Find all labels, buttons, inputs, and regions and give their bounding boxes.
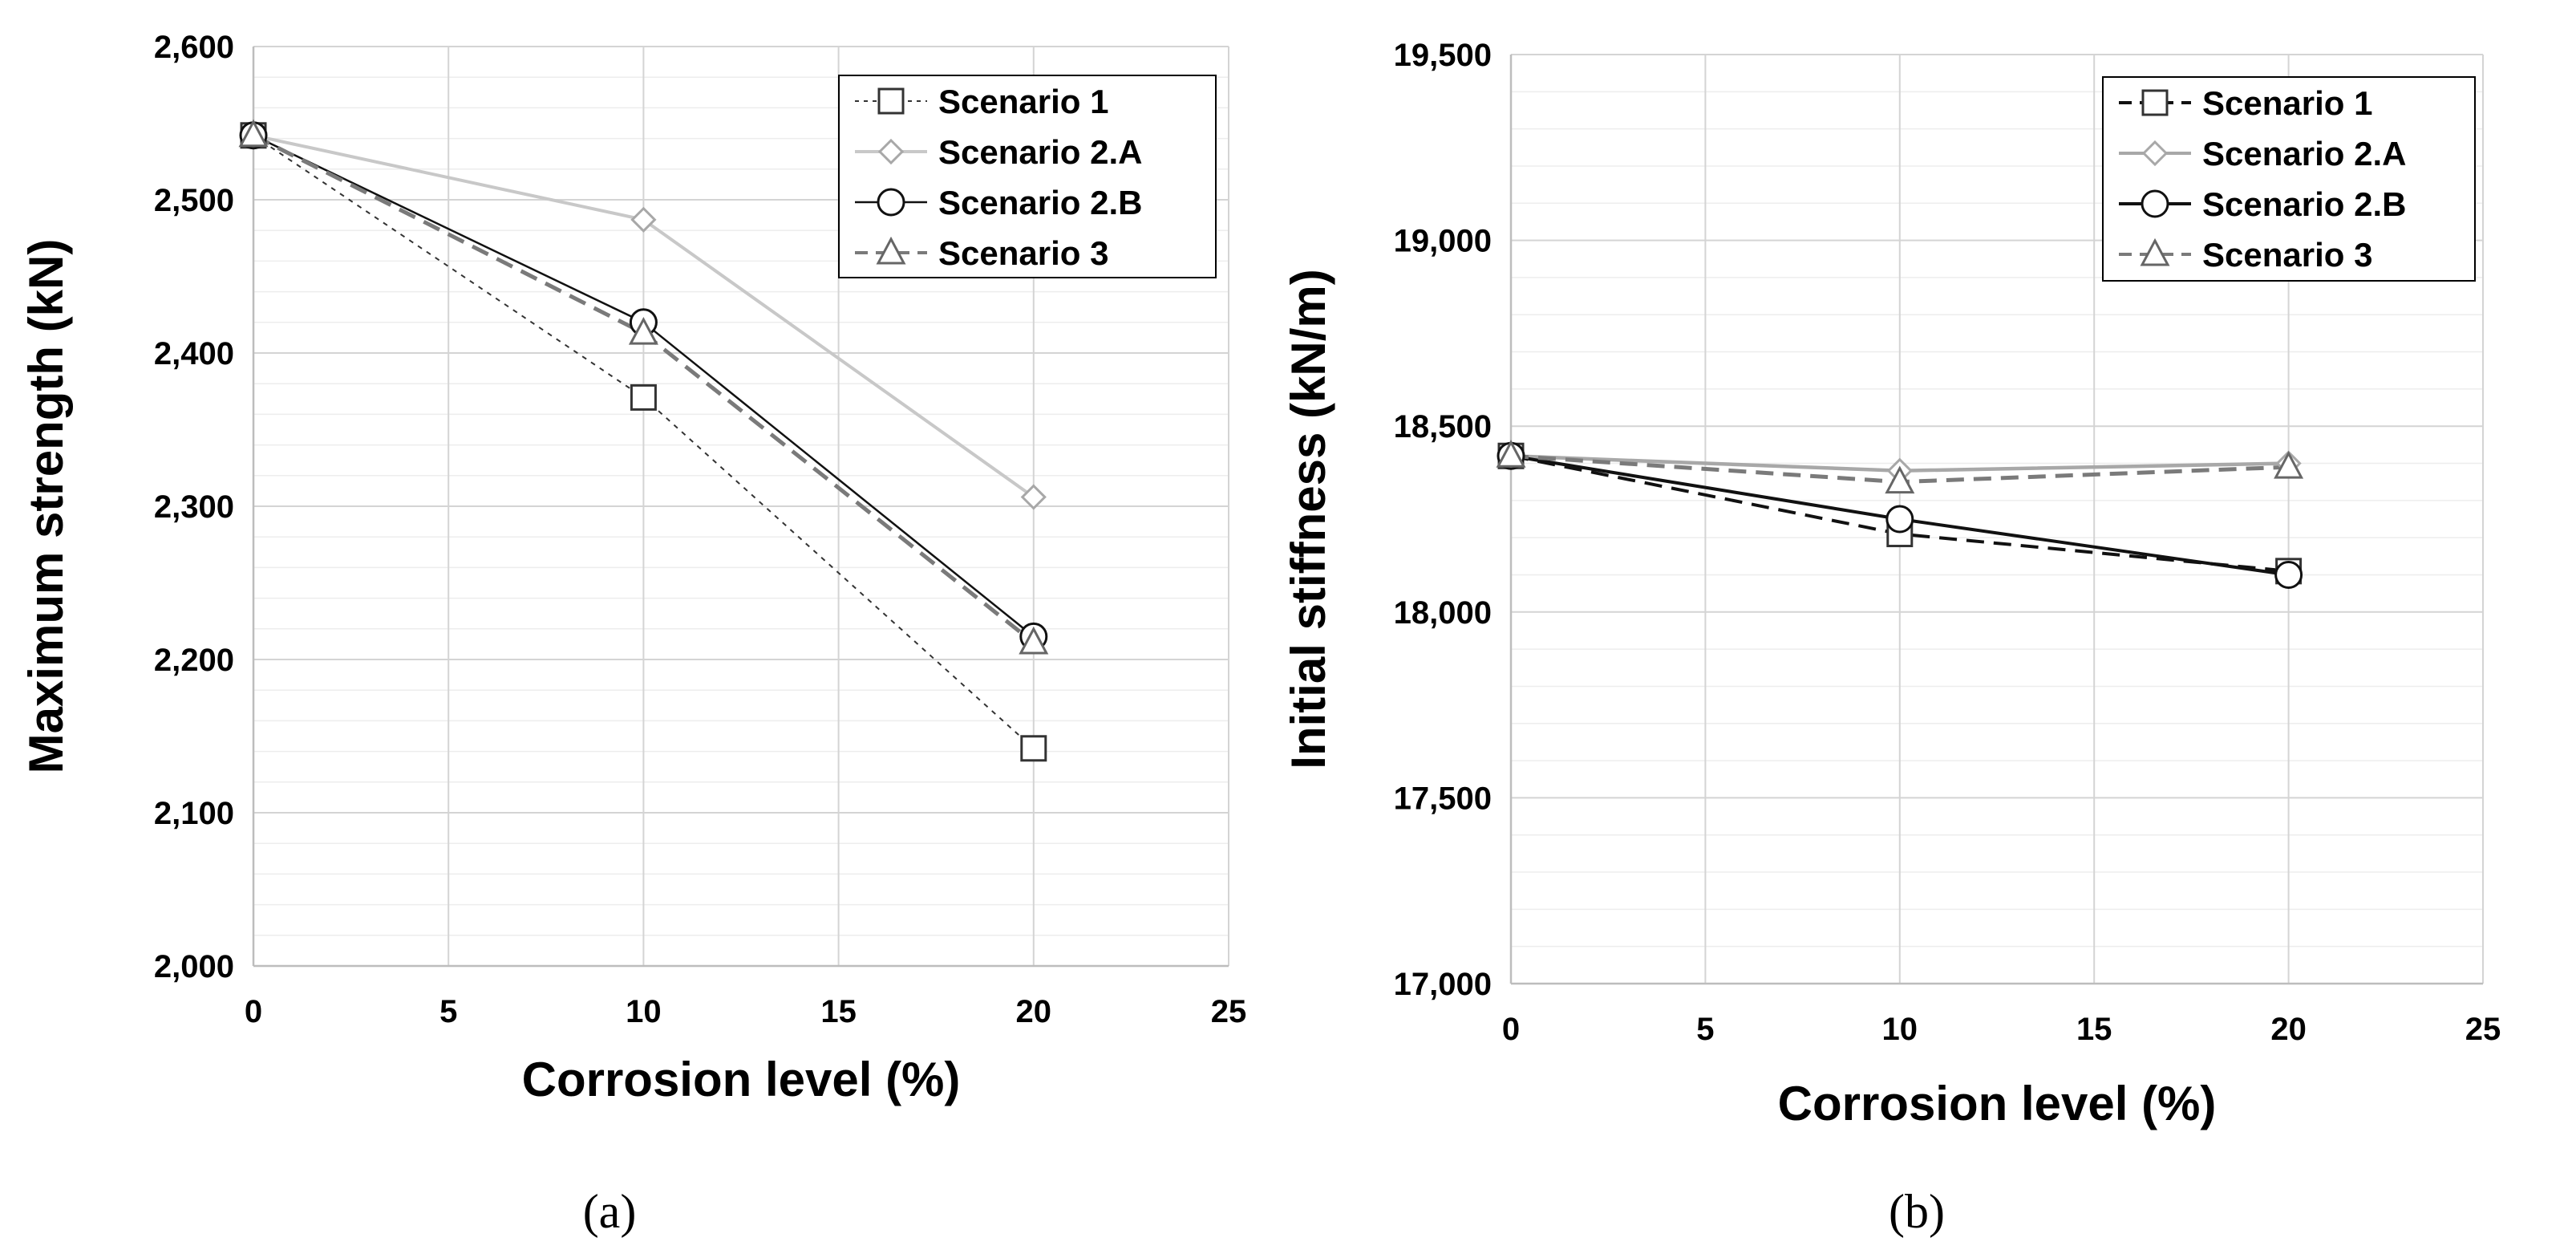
panel-caption: (b) (1889, 1185, 1945, 1238)
legend-entry-label: Scenario 1 (2202, 84, 2372, 122)
y-tick-label: 18,500 (1394, 409, 1492, 444)
data-point-triangle (1496, 440, 1526, 468)
x-tick-label: 0 (245, 994, 262, 1029)
legend-entry-label: Scenario 2.A (2202, 135, 2406, 172)
legend-marker-triangle (876, 236, 906, 265)
data-point-square (630, 383, 657, 411)
y-tick-label: 2,300 (154, 489, 234, 525)
legend-marker-triangle (2140, 237, 2170, 266)
x-tick-label: 10 (626, 994, 662, 1029)
x-tick-label: 15 (2076, 1012, 2112, 1047)
legend-marker-square (877, 87, 905, 115)
x-axis-title: Corrosion level (%) (522, 1053, 961, 1106)
y-axis-title: Maximum strength (kN) (19, 239, 73, 774)
data-point-triangle (1019, 626, 1049, 655)
data-point-circle (2274, 560, 2303, 589)
y-tick-label: 19,000 (1394, 224, 1492, 259)
x-tick-label: 10 (1882, 1012, 1918, 1047)
y-tick-label: 2,600 (154, 30, 234, 65)
x-axis-title: Corrosion level (%) (1778, 1077, 2217, 1130)
y-tick-label: 17,500 (1394, 781, 1492, 816)
data-point-triangle (2274, 450, 2304, 479)
x-tick-label: 20 (2270, 1012, 2307, 1047)
legend: Scenario 1 Scenario 2.A Scenario 2.B Scenar… (838, 75, 1217, 278)
y-tick-label: 17,000 (1394, 967, 1492, 1002)
y-tick-label: 2,000 (154, 949, 234, 984)
data-point-diamond (1020, 484, 1047, 510)
legend-entry-label: Scenario 2.B (2202, 185, 2406, 223)
y-axis-title: Initial stiffness (kN/m) (1282, 269, 1335, 769)
y-tick-label: 2,200 (154, 643, 234, 678)
chart-panel-b: 17,000 17,500 18,000 18,500 19,000 19,500 0 5 10… (1282, 38, 2501, 1238)
y-tick-label: 2,100 (154, 796, 234, 831)
legend-marker-circle (877, 188, 905, 217)
data-point-square (1020, 735, 1047, 762)
data-point-triangle (1885, 465, 1915, 494)
y-tick-label: 2,500 (154, 183, 234, 218)
legend: Scenario 1 Scenario 2.A Scenario 2.B Scenar… (2102, 76, 2476, 282)
chart-panel-a: 2,000 2,100 2,200 2,300 2,400 2,500 2,600 0 5 10 1… (19, 30, 1246, 1238)
legend-marker-diamond (2141, 140, 2169, 167)
x-tick-label: 20 (1016, 994, 1052, 1029)
legend-entry-label: Scenario 1 (938, 83, 1108, 120)
panel-caption: (a) (583, 1185, 637, 1238)
legend-entry-label: Scenario 3 (2202, 236, 2372, 274)
x-tick-label: 15 (820, 994, 857, 1029)
y-tick-label: 2,400 (154, 336, 234, 371)
data-point-triangle (628, 316, 658, 345)
y-tick-label: 19,500 (1394, 38, 1492, 73)
data-point-diamond (630, 206, 657, 233)
x-tick-label: 5 (439, 994, 457, 1029)
data-point-circle (1885, 505, 1914, 534)
x-tick-label: 0 (1502, 1012, 1520, 1047)
legend-marker-square (2141, 89, 2169, 116)
data-point-triangle (238, 119, 269, 148)
x-tick-label: 5 (1696, 1012, 1714, 1047)
legend-marker-circle (2141, 189, 2169, 218)
x-tick-label: 25 (2465, 1012, 2501, 1047)
legend-entry-label: Scenario 3 (938, 234, 1108, 272)
x-tick-label: 25 (1211, 994, 1247, 1029)
legend-entry-label: Scenario 2.B (938, 184, 1142, 221)
legend-marker-diamond (877, 138, 905, 165)
legend-entry-label: Scenario 2.A (938, 133, 1142, 171)
y-tick-label: 18,000 (1394, 595, 1492, 631)
